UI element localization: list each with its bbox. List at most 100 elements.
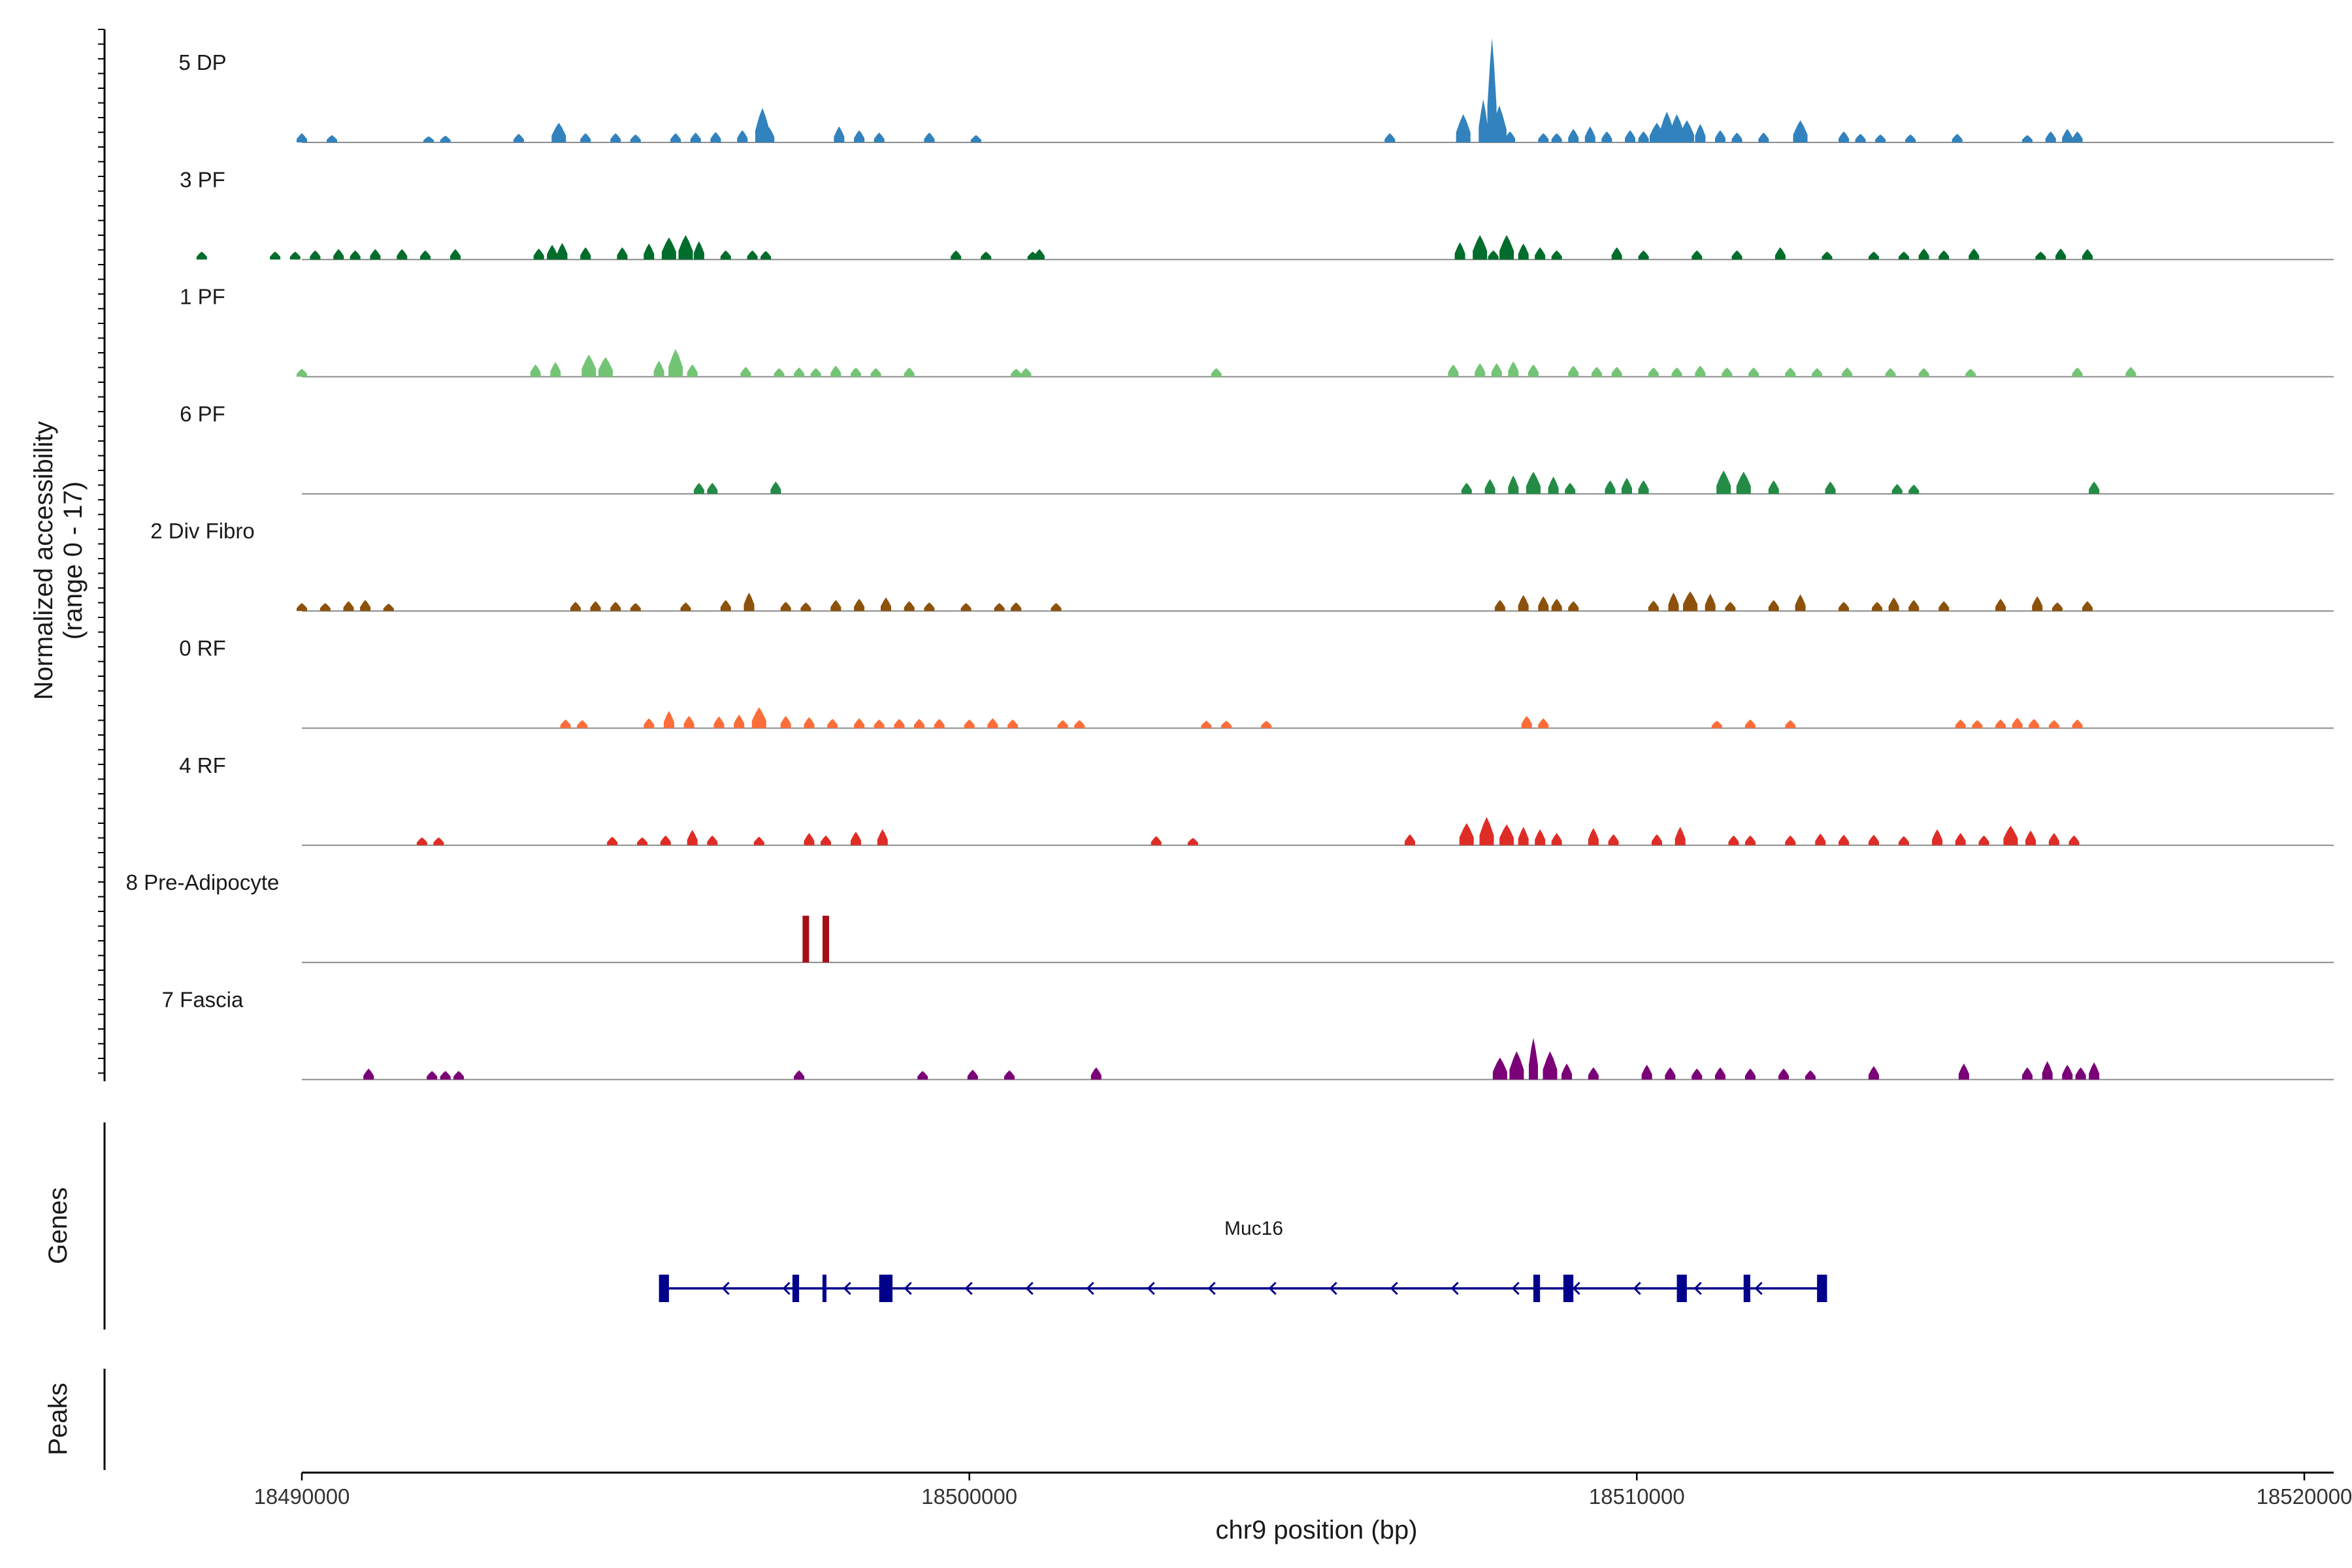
track-label: 1 PF: [180, 285, 225, 309]
coverage-peak: [557, 242, 568, 260]
coverage-peak: [1842, 367, 1853, 377]
track-label: 8 Pre-Adipocyte: [126, 870, 280, 894]
coverage-peak: [823, 915, 829, 963]
tracks-layer: 5 DP 3 PF 1 PF 6 PF 2 Div Fibro 0 RF 4 RF 8 Pre…: [126, 38, 2334, 1081]
gene-strand-arrow: [1086, 1281, 1094, 1296]
coverage-peak: [1938, 601, 1950, 612]
coverage-peak: [560, 719, 571, 728]
coverage-peak: [1521, 715, 1532, 728]
track-7-fascia: 7 Fascia: [162, 987, 2334, 1081]
coverage-peak: [1551, 598, 1562, 612]
coverage-peak: [1695, 123, 1706, 142]
coverage-peak: [1736, 472, 1751, 494]
coverage-peak: [914, 719, 924, 728]
coverage-peak: [804, 833, 815, 845]
x-tick-label: 18490000: [254, 1484, 350, 1509]
coverage-peak: [1869, 252, 1879, 260]
coverage-peak: [1668, 593, 1679, 612]
coverage-peak: [794, 367, 805, 377]
coverage-peak: [740, 367, 751, 377]
coverage-peak: [1601, 131, 1612, 142]
coverage-peak: [1638, 480, 1649, 494]
gene-exon: [1533, 1275, 1541, 1302]
coverage-peak: [1538, 596, 1549, 612]
coverage-peak: [1875, 134, 1886, 142]
coverage-peak: [1775, 247, 1786, 260]
coverage-peak: [1535, 247, 1546, 260]
gene-exon: [659, 1275, 669, 1302]
coverage-peak: [450, 249, 461, 260]
coverage-peak: [1715, 1067, 1725, 1080]
coverage-peak: [663, 711, 674, 728]
coverage-peak: [397, 249, 408, 260]
coverage-peak: [678, 235, 693, 260]
coverage-peak: [1011, 602, 1022, 612]
coverage-peak: [1004, 1070, 1015, 1080]
coverage-peak: [1711, 721, 1722, 728]
coverage-peak: [416, 837, 427, 845]
coverage-peak: [1528, 364, 1539, 377]
coverage-peak: [1588, 1067, 1599, 1080]
coverage-peak: [1648, 367, 1659, 377]
coverage-peak: [423, 136, 434, 142]
coverage-peak: [1405, 834, 1415, 845]
gene-strand-arrow: [1633, 1281, 1641, 1296]
coverage-peak: [1090, 1067, 1102, 1080]
coverage-peak: [1034, 249, 1045, 260]
coverage-peak: [1611, 367, 1622, 377]
coverage-peak: [1499, 824, 1514, 845]
coverage-peak: [870, 368, 881, 377]
coverage-peak: [333, 249, 344, 260]
coverage-peak: [1869, 834, 1879, 845]
coverage-peak: [2055, 248, 2066, 260]
coverage-peak: [2068, 835, 2080, 845]
coverage-peak: [1605, 480, 1616, 494]
coverage-peak: [580, 247, 591, 260]
coverage-peak: [1869, 1066, 1879, 1080]
gene-exon: [879, 1275, 893, 1302]
coverage-peak: [289, 252, 301, 260]
coverage-peak: [2089, 1062, 2100, 1080]
coverage-peak: [1908, 484, 1919, 494]
coverage-peak: [751, 707, 766, 728]
coverage-peak: [2022, 1067, 2033, 1080]
coverage-peak: [668, 349, 683, 377]
track-8-pre-adipocyte: 8 Pre-Adipocyte: [126, 870, 2334, 964]
coverage-peak: [770, 482, 781, 494]
coverage-peak: [1508, 361, 1519, 377]
coverage-peak: [1785, 720, 1796, 728]
coverage-peak: [1968, 248, 1980, 260]
coverage-peak: [1665, 1067, 1676, 1080]
coverage-peak: [713, 716, 725, 728]
coverage-peak: [590, 601, 601, 612]
coverage-peak: [1548, 476, 1559, 494]
coverage-peak: [2089, 482, 2100, 494]
coverage-peak: [1938, 250, 1950, 260]
coverage-peak: [1491, 363, 1502, 377]
coverage-peak: [1057, 720, 1068, 728]
coverage-peak: [2062, 1064, 2073, 1080]
coverage-peak: [2072, 131, 2083, 142]
coverage-peak: [1745, 719, 1756, 728]
coverage-peak: [1201, 721, 1212, 728]
coverage-peak: [1561, 1063, 1573, 1080]
coverage-peak: [854, 130, 865, 142]
coverage-peak: [1007, 719, 1019, 728]
coverage-peak: [1891, 483, 1903, 494]
track-label: 4 RF: [179, 753, 226, 777]
coverage-peak: [1608, 834, 1619, 845]
x-tick-label: 18510000: [1589, 1484, 1685, 1509]
coverage-peak: [1011, 368, 1022, 377]
coverage-peak: [747, 250, 758, 260]
coverage-peak: [707, 483, 718, 494]
coverage-peak: [1261, 721, 1272, 728]
coverage-peak: [1908, 600, 1919, 612]
gene-exon: [1817, 1275, 1827, 1302]
coverage-peak: [2035, 252, 2046, 260]
coverage-peak: [834, 126, 845, 142]
coverage-peak: [530, 364, 541, 377]
coverage-peak: [1592, 367, 1602, 377]
coverage-peak: [1838, 834, 1850, 845]
coverage-peak: [1695, 365, 1706, 377]
coverage-peak: [1691, 250, 1703, 260]
